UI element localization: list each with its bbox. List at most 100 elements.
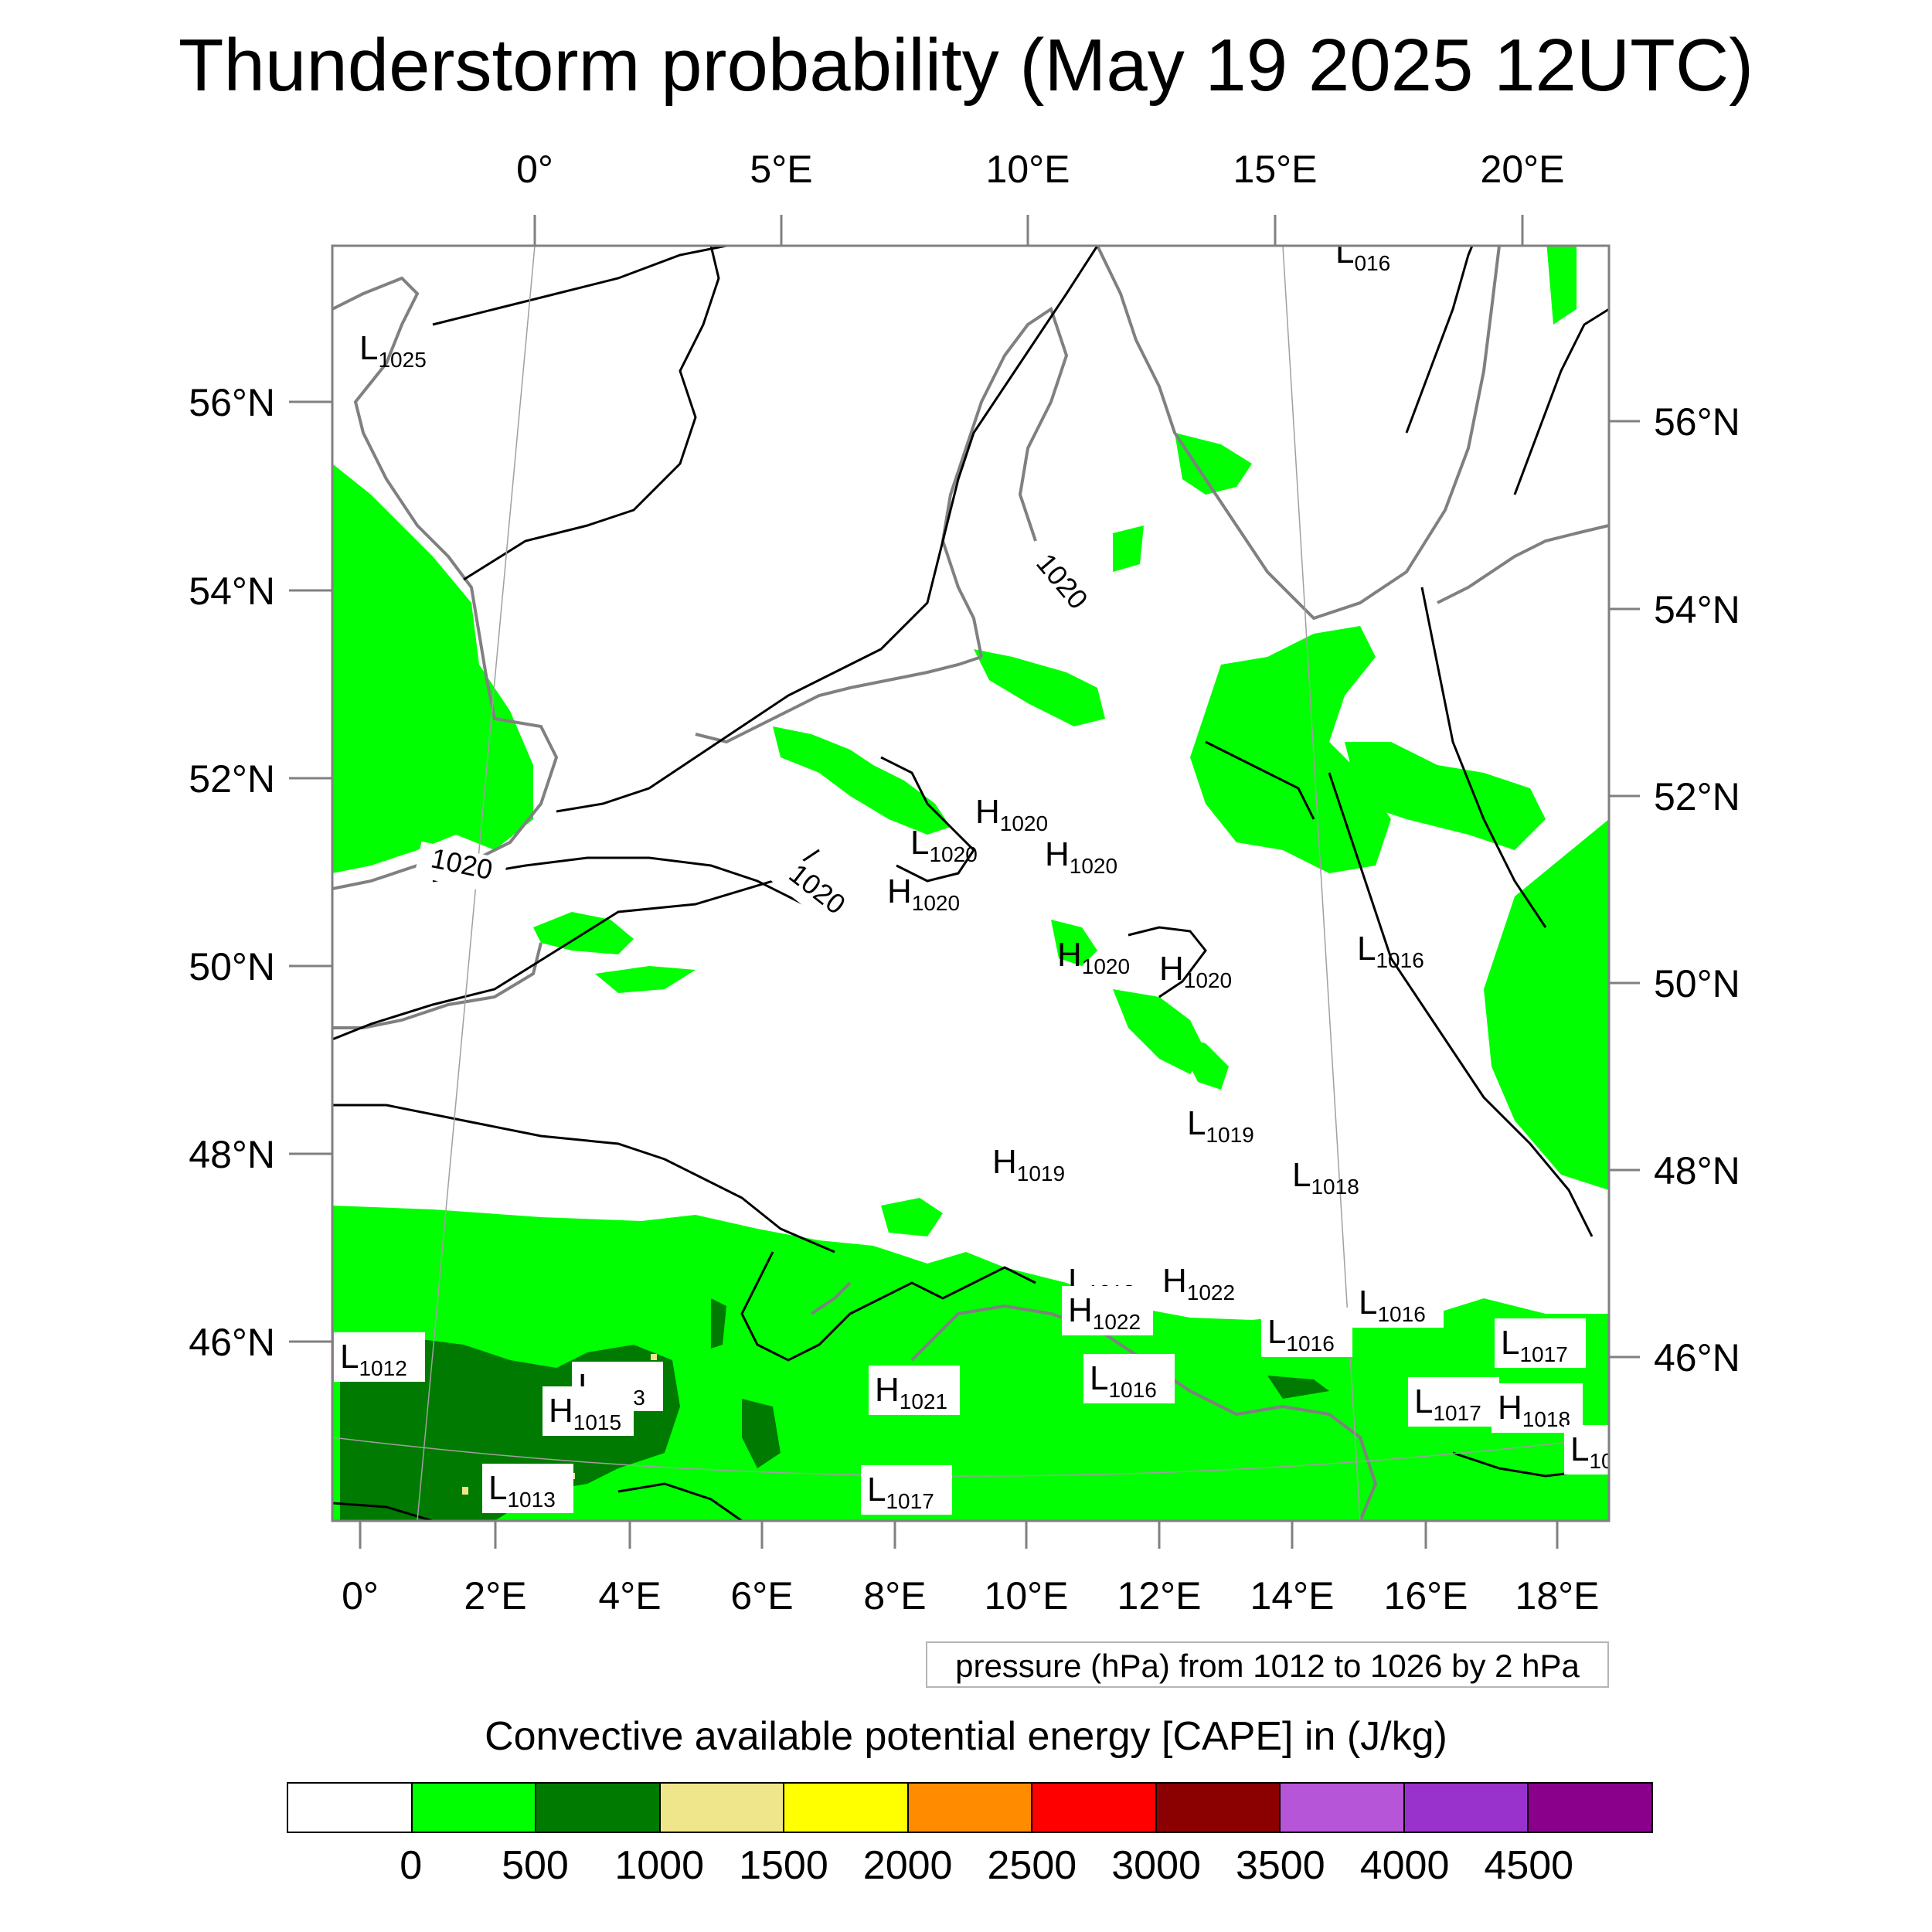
lat-label: 56°N xyxy=(1654,400,1740,444)
colorbar-tick-label: 1000 xyxy=(614,1843,705,1888)
pressure-label-box xyxy=(1156,1257,1247,1306)
colorbar-swatch xyxy=(906,1784,1032,1832)
pressure-center-label: H1020 xyxy=(887,872,960,915)
pressure-center-text: H1015 xyxy=(549,1392,621,1434)
pressure-label-box xyxy=(334,1332,425,1382)
lat-label: 52°N xyxy=(1654,775,1740,818)
pressure-center-label: L1016 xyxy=(1357,930,1424,972)
lon-label: 4°E xyxy=(598,1574,661,1617)
map-frame xyxy=(331,244,1611,1522)
lon-label: 20°E xyxy=(1481,148,1565,191)
colorbar-tick-label: 4000 xyxy=(1359,1843,1450,1888)
pressure-label-box xyxy=(1564,1425,1609,1475)
pressure-center-label: L10 xyxy=(1564,1425,1614,1475)
lon-label: 14°E xyxy=(1250,1574,1335,1617)
pressure-center-label: L1016 xyxy=(1083,1354,1175,1403)
lat-label: 54°N xyxy=(1654,588,1740,631)
pressure-center-text: L1020 xyxy=(910,824,978,866)
colorbar-swatch xyxy=(1403,1784,1528,1832)
lat-label: 46°N xyxy=(189,1321,275,1364)
pressure-center-label: H1020 xyxy=(975,793,1048,835)
lon-label: 10°E xyxy=(985,1574,1069,1617)
pressure-center-text: H1020 xyxy=(1057,936,1130,978)
pressure-center-text: L1016 xyxy=(1267,1313,1335,1355)
pressure-center-text: L1017 xyxy=(1501,1324,1568,1366)
pressure-center-label: L016 xyxy=(1335,246,1390,275)
pressure-center-label: L1020 xyxy=(910,824,978,866)
colorbar-tick-label: 2000 xyxy=(862,1843,953,1888)
pressure-center-text: L1025 xyxy=(359,329,427,372)
pressure-label-box xyxy=(869,1366,960,1415)
lat-label: 46°N xyxy=(1654,1336,1740,1379)
pressure-center-text: L1012 xyxy=(340,1338,407,1380)
isobars xyxy=(332,246,1609,1521)
lat-label: 48°N xyxy=(1654,1149,1740,1192)
lon-label: 0° xyxy=(516,148,553,191)
pressure-center-text: L1017 xyxy=(1414,1383,1481,1425)
contour-info-box: pressure (hPa) from 1012 to 1026 by 2 hP… xyxy=(926,1641,1609,1688)
colorbar-swatch xyxy=(1279,1784,1403,1832)
lon-label: 8°E xyxy=(863,1574,926,1617)
bottom-ticks xyxy=(359,1521,1559,1549)
pressure-center-text: L10 xyxy=(1570,1430,1614,1473)
colorbar-swatch xyxy=(1155,1784,1280,1832)
pressure-center-label: H1015 xyxy=(543,1386,634,1436)
pressure-center-label: L1017 xyxy=(1408,1377,1499,1427)
pressure-center-label: H1022 xyxy=(1156,1257,1247,1306)
pressure-center-label: L1025 xyxy=(359,329,427,372)
pressure-label-box xyxy=(482,1464,573,1513)
top-lon-labels: 0° 5°E 10°E 15°E 20°E xyxy=(516,148,1564,191)
pressure-label-box xyxy=(1492,1383,1583,1433)
lon-label: 15°E xyxy=(1233,148,1318,191)
pressure-center-text: L1017 xyxy=(867,1471,934,1513)
lon-label: 12°E xyxy=(1117,1574,1202,1617)
pressure-center-text: H1022 xyxy=(1162,1262,1235,1304)
lat-label: 52°N xyxy=(189,757,275,801)
pressure-label-box xyxy=(861,1465,952,1515)
pressure-center-label: L1016 xyxy=(1261,1308,1352,1357)
lon-label: 10°E xyxy=(986,148,1070,191)
colorbar-ticks: 0 500 1000 1500 2000 2500 3000 3500 4000 4500 xyxy=(0,1842,1932,1896)
pressure-label-box xyxy=(1083,1354,1175,1403)
colorbar-swatch xyxy=(535,1784,659,1832)
left-lat-labels: 56°N 54°N 52°N 50°N 48°N 46°N xyxy=(189,381,275,1364)
colorbar-swatch xyxy=(1527,1784,1652,1832)
pressure-label-box xyxy=(1261,1308,1352,1357)
pressure-center-label: H1020 xyxy=(1159,950,1232,992)
pressure-label-box xyxy=(1495,1318,1586,1368)
pressure-center-label: L1019 xyxy=(1187,1104,1254,1147)
pressure-center-label: H1021 xyxy=(869,1366,960,1415)
colorbar-swatch xyxy=(410,1784,536,1832)
lat-label: 48°N xyxy=(189,1133,275,1176)
pressure-label-box xyxy=(543,1386,634,1436)
pressure-center-label: H1019 xyxy=(992,1143,1065,1185)
right-lat-labels: 56°N 54°N 52°N 50°N 48°N 46°N xyxy=(1654,400,1740,1379)
colorbar-swatch xyxy=(1031,1784,1155,1832)
pressure-center-label: H1020 xyxy=(1057,936,1130,978)
colorbar-title: Convective available potential energy [C… xyxy=(485,1714,1447,1759)
pressure-center-label: L1018 xyxy=(1292,1156,1359,1199)
colorbar-swatch xyxy=(783,1784,907,1832)
lat-label: 50°N xyxy=(1654,962,1740,1005)
pressure-center-label: L1017 xyxy=(1495,1318,1586,1368)
colorbar-tick-label: 3500 xyxy=(1235,1843,1325,1888)
pressure-center-label: H1018 xyxy=(1492,1383,1583,1433)
lon-label: 0° xyxy=(342,1574,379,1617)
pressure-center-text: L1016 xyxy=(1359,1284,1426,1326)
pressure-center-text: H1020 xyxy=(1159,950,1232,992)
right-ticks xyxy=(1609,420,1640,1359)
lon-label: 6°E xyxy=(730,1574,793,1617)
lon-label: 2°E xyxy=(464,1574,526,1617)
pressure-label-box xyxy=(1408,1377,1499,1427)
pressure-center-label: L1013 xyxy=(482,1464,573,1513)
pressure-center-label: L1017 xyxy=(861,1465,952,1515)
pressure-center-text: L1018 xyxy=(1292,1156,1359,1199)
pressure-label-box xyxy=(1062,1286,1153,1335)
colorbar-tick-label: 0 xyxy=(400,1843,423,1888)
lat-label: 54°N xyxy=(189,570,275,613)
colorbar-tick-label: 2500 xyxy=(987,1843,1077,1888)
lat-label: 50°N xyxy=(189,945,275,988)
